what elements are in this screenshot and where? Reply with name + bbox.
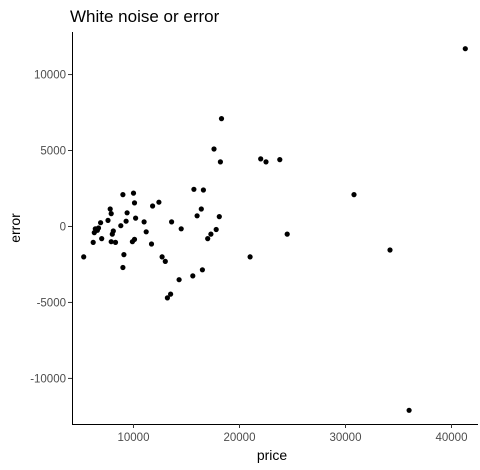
data-point xyxy=(387,247,392,252)
y-axis-label: error xyxy=(7,213,23,243)
data-point xyxy=(109,211,114,216)
data-point xyxy=(120,192,125,197)
data-point xyxy=(105,218,110,223)
data-point xyxy=(277,157,282,162)
x-tick-label: 30000 xyxy=(330,432,362,444)
data-point xyxy=(214,227,219,232)
data-point xyxy=(163,259,168,264)
data-point xyxy=(132,237,137,242)
y-tick-label: -5000 xyxy=(37,297,66,309)
data-point xyxy=(142,219,147,224)
data-point xyxy=(118,223,123,228)
data-point xyxy=(463,46,468,51)
data-point xyxy=(263,159,268,164)
data-point xyxy=(218,159,223,164)
data-point xyxy=(121,252,126,257)
data-point xyxy=(190,273,195,278)
data-point xyxy=(351,192,356,197)
data-point xyxy=(144,229,149,234)
data-point xyxy=(199,206,204,211)
data-point xyxy=(98,220,103,225)
data-point xyxy=(133,216,138,221)
x-tick-label: 40000 xyxy=(436,432,468,444)
data-point xyxy=(150,203,155,208)
chart-title: White noise or error xyxy=(70,7,220,26)
data-point xyxy=(177,277,182,282)
data-point xyxy=(96,225,101,230)
data-point xyxy=(191,187,196,192)
data-point xyxy=(120,265,125,270)
data-point xyxy=(113,240,118,245)
points-layer xyxy=(81,46,468,413)
y-tick-label: 0 xyxy=(60,221,66,233)
x-tick-label: 10000 xyxy=(117,432,149,444)
data-point xyxy=(248,254,253,259)
data-point xyxy=(91,240,96,245)
data-point xyxy=(205,236,210,241)
data-point xyxy=(108,206,113,211)
data-point xyxy=(407,408,412,413)
data-point xyxy=(211,146,216,151)
data-point xyxy=(124,219,129,224)
data-point xyxy=(156,200,161,205)
data-point xyxy=(179,226,184,231)
y-tick-label: -10000 xyxy=(30,373,66,385)
data-point xyxy=(169,219,174,224)
data-point xyxy=(217,214,222,219)
data-point xyxy=(200,267,205,272)
data-point xyxy=(201,187,206,192)
data-point xyxy=(149,241,154,246)
data-point xyxy=(125,210,130,215)
data-point xyxy=(111,228,116,233)
data-point xyxy=(168,292,173,297)
data-point xyxy=(99,236,104,241)
data-point xyxy=(195,213,200,218)
y-tick-label: 5000 xyxy=(40,146,66,158)
data-point xyxy=(160,254,165,259)
data-point xyxy=(131,191,136,196)
data-point xyxy=(132,200,137,205)
y-ticks: -10000 -5000 0 5000 10000 xyxy=(30,70,72,386)
x-ticks: 10000 20000 30000 40000 xyxy=(117,424,467,444)
data-point xyxy=(285,232,290,237)
y-tick-label: 10000 xyxy=(34,70,66,82)
data-point xyxy=(208,232,213,237)
data-point xyxy=(81,254,86,259)
x-tick-label: 20000 xyxy=(223,432,255,444)
data-point xyxy=(258,156,263,161)
data-point xyxy=(219,116,224,121)
x-axis-label: price xyxy=(257,447,288,463)
